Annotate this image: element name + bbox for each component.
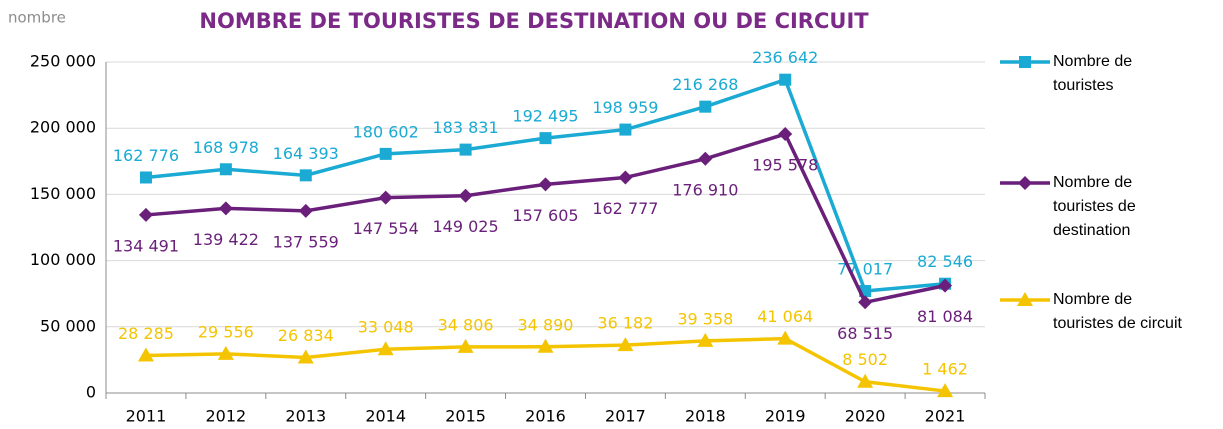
x-tick-label: 2021 — [925, 407, 966, 426]
marker — [138, 207, 153, 222]
y-tick-label: 250 000 — [30, 52, 96, 71]
data-label: 198 959 — [592, 98, 658, 117]
x-tick-label: 2020 — [845, 407, 886, 426]
marker — [299, 169, 312, 182]
x-tick-label: 2013 — [285, 407, 326, 426]
x-tick-label: 2014 — [365, 407, 406, 426]
data-label: 183 831 — [433, 118, 499, 137]
data-label: 41 064 — [757, 307, 813, 326]
marker — [1017, 292, 1033, 306]
y-axis-label: nombre — [8, 9, 66, 27]
chart-title: NOMBRE DE TOURISTES DE DESTINATION OU DE… — [199, 9, 869, 33]
x-tick-label: 2016 — [525, 407, 566, 426]
data-label: 8 502 — [842, 350, 888, 369]
marker — [698, 151, 713, 166]
marker — [139, 171, 152, 184]
data-label: 164 393 — [273, 144, 339, 163]
x-tick-label: 2018 — [685, 407, 726, 426]
marker — [539, 132, 552, 145]
marker — [937, 383, 954, 398]
marker — [457, 338, 474, 353]
data-label: 168 978 — [193, 138, 259, 157]
marker — [777, 330, 794, 345]
marker — [219, 163, 232, 176]
data-label: 147 554 — [353, 219, 419, 238]
data-label: 139 422 — [193, 230, 259, 249]
marker — [298, 203, 313, 218]
data-label: 34 890 — [518, 315, 574, 334]
y-tick-label: 50 000 — [40, 316, 96, 335]
marker — [537, 338, 554, 353]
data-label: 39 358 — [677, 309, 733, 328]
data-label: 137 559 — [273, 232, 339, 251]
data-label: 134 491 — [113, 236, 179, 255]
marker — [938, 278, 953, 293]
x-tick-label: 2011 — [126, 407, 167, 426]
data-label: 33 048 — [358, 318, 414, 337]
data-label: 176 910 — [672, 180, 738, 199]
marker — [217, 345, 234, 360]
marker — [379, 147, 392, 160]
data-label: 236 642 — [752, 48, 818, 67]
marker — [377, 341, 394, 356]
marker — [779, 73, 792, 86]
data-label: 26 834 — [278, 326, 334, 345]
y-tick-label: 150 000 — [30, 184, 96, 203]
y-tick-label: 0 — [86, 383, 96, 402]
x-tick-label: 2019 — [765, 407, 806, 426]
marker — [697, 332, 714, 347]
data-label: 28 285 — [118, 324, 174, 343]
x-tick-label: 2012 — [206, 407, 247, 426]
marker — [858, 295, 873, 310]
data-label: 1 462 — [922, 360, 968, 379]
marker — [297, 349, 314, 364]
data-label: 149 025 — [433, 217, 499, 236]
marker — [1019, 56, 1031, 68]
x-tick-label: 2015 — [445, 407, 486, 426]
marker — [137, 347, 154, 362]
data-label: 36 182 — [597, 314, 653, 333]
data-label: 68 515 — [837, 324, 893, 343]
data-label: 162 776 — [113, 146, 179, 165]
marker — [619, 123, 632, 136]
data-label: 29 556 — [198, 322, 254, 341]
marker — [778, 127, 793, 142]
data-label: 216 268 — [672, 75, 738, 94]
marker — [218, 201, 233, 216]
marker — [458, 188, 473, 203]
data-label: 192 495 — [512, 107, 578, 126]
legend-label: Nombre de touristes de circuit — [1053, 291, 1182, 332]
x-tick-label: 2017 — [605, 407, 646, 426]
marker — [378, 190, 393, 205]
data-label: 195 578 — [752, 156, 818, 175]
marker — [857, 373, 874, 388]
data-label: 180 602 — [353, 122, 419, 141]
legend-label: Nombre de touristes de destination — [1053, 174, 1136, 239]
legend-label: Nombre de touristes — [1053, 53, 1132, 94]
marker — [699, 100, 712, 113]
marker — [618, 170, 633, 185]
data-label: 34 806 — [438, 315, 494, 334]
data-label: 162 777 — [592, 199, 658, 218]
marker — [617, 337, 634, 352]
data-label: 82 546 — [917, 252, 973, 271]
marker — [1018, 176, 1032, 190]
y-tick-label: 200 000 — [30, 118, 96, 137]
data-label: 81 084 — [917, 307, 973, 326]
data-label: 157 605 — [512, 206, 578, 225]
y-tick-label: 100 000 — [30, 250, 96, 269]
marker — [459, 143, 472, 156]
marker — [538, 177, 553, 192]
